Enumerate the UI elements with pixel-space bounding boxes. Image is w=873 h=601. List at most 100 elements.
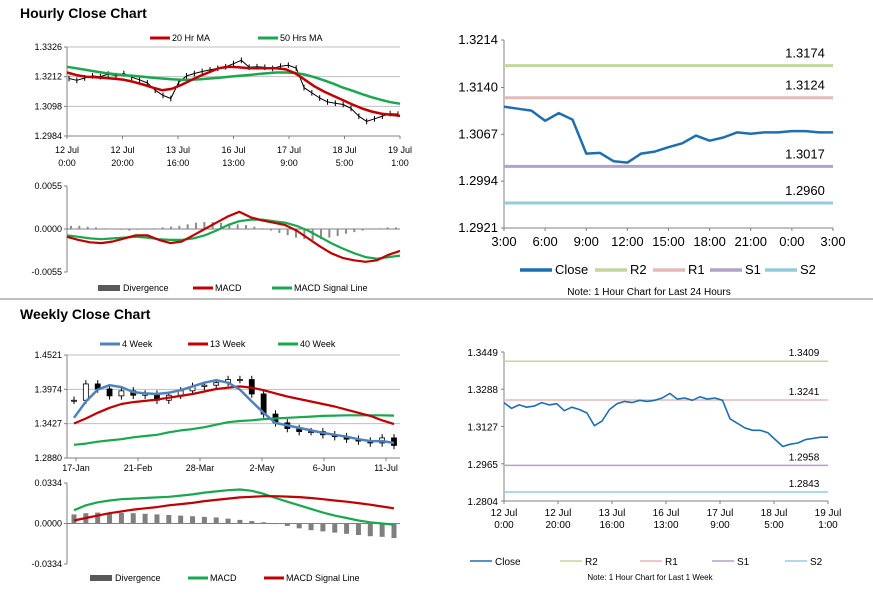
weekly-price-x-tick-label: 2-May xyxy=(249,463,275,473)
weekly-divergence-bar xyxy=(272,523,278,525)
hourly-divergence-bar xyxy=(395,227,397,229)
weekly-price-x-tick-label: 11-Jul xyxy=(374,463,398,473)
daily-x-tick-label: 12:00 xyxy=(611,234,644,249)
weekly-1w-s2-value: 1.2843 xyxy=(789,479,820,490)
legend-weekly-divergence-label: Divergence xyxy=(115,573,161,583)
hourly-divergence-bar xyxy=(236,224,239,229)
weekly-1w-r1-value: 1.3241 xyxy=(789,387,820,398)
weekly-1w-x-tick-time: 20:00 xyxy=(545,520,570,531)
weekly-price-x-tick-label: 21-Feb xyxy=(124,463,153,473)
weekly-candle-body xyxy=(71,399,77,402)
hourly-divergence-bar xyxy=(386,227,389,229)
legend-divergence-swatch xyxy=(98,285,120,291)
daily-legend-s2-label: S2 xyxy=(800,262,816,277)
hourly-divergence-bar xyxy=(311,229,314,240)
hourly-price-y-tick-label: 1.3212 xyxy=(34,72,62,82)
weekly-price-y-tick-label: 1.3427 xyxy=(34,419,62,429)
daily-legend-close-label: Close xyxy=(555,262,588,277)
hourly-divergence-bar xyxy=(136,229,139,230)
weekly-1w-note: Note: 1 Hour Chart for Last 1 Week xyxy=(587,573,713,582)
weekly-divergence-bar xyxy=(190,516,196,524)
weekly-divergence-bar xyxy=(308,523,314,531)
weekly-divergence-bar xyxy=(95,512,101,524)
legend-macd-label: MACD xyxy=(215,283,242,293)
weekly-divergence-bar xyxy=(166,515,172,524)
legend-13-week-label: 13 Week xyxy=(210,339,246,349)
weekly-1w-x-tick-date: 16 Jul xyxy=(653,508,680,519)
hourly-divergence-bar xyxy=(353,229,356,233)
weekly-divergence-bar xyxy=(355,523,361,536)
hourly-price-x-tick-time: 20:00 xyxy=(111,158,134,168)
hourly-close-line xyxy=(68,59,399,122)
weekly-price-y-tick-label: 1.2880 xyxy=(34,453,62,463)
hourly-divergence-bar xyxy=(361,229,364,231)
weekly-price-y-tick-label: 1.3974 xyxy=(34,384,62,394)
weekly-divergence-bar xyxy=(320,523,326,532)
daily-x-tick-label: 0:00 xyxy=(779,234,804,249)
weekly-1w-x-tick-time: 0:00 xyxy=(494,520,514,531)
hourly-divergence-bar xyxy=(345,229,347,234)
hourly-divergence-bar xyxy=(328,229,331,238)
weekly-1w-legend-r1-label: R1 xyxy=(665,557,678,568)
hourly-divergence-bar xyxy=(186,224,189,229)
hourly-price-x-tick-date: 18 Jul xyxy=(332,145,356,155)
daily-24h-chart: 1.3214 1.3140 1.3067 1.2994 1.2921 1.3174 1.31… xyxy=(458,32,845,298)
weekly-candle-body xyxy=(213,382,220,386)
weekly-1w-y-tick-label: 1.2804 xyxy=(467,497,498,508)
weekly-macd-chart: 0.0334 0.0000 -0.0334 Divergence MACD MACD Si… xyxy=(31,478,400,583)
weekly-divergence-bar xyxy=(379,523,385,537)
hourly-divergence-bar xyxy=(303,229,306,240)
weekly-1w-close-line xyxy=(503,392,828,448)
hourly-price-y-tick-label: 1.3098 xyxy=(34,101,62,111)
hourly-price-x-tick-date: 12 Jul xyxy=(55,145,79,155)
hourly-price-x-tick-time: 16:00 xyxy=(167,158,190,168)
weekly-price-x-tick-label: 28-Mar xyxy=(186,463,215,473)
hourly-divergence-bar xyxy=(120,229,122,230)
hourly-price-x-tick-time: 1:00 xyxy=(391,158,409,168)
weekly-divergence-bar xyxy=(237,519,243,524)
weekly-candle-body xyxy=(106,388,113,397)
weekly-1w-s1-value: 1.2958 xyxy=(789,452,820,463)
hourly-divergence-bar xyxy=(245,225,247,229)
weekly-1w-y-tick-label: 1.3288 xyxy=(467,385,498,396)
weekly-1w-y-tick-label: 1.3449 xyxy=(467,348,498,359)
weekly-divergence-bar xyxy=(178,515,184,524)
hourly-price-y-tick-label: 1.3326 xyxy=(34,42,62,52)
hourly-price-x-tick-date: 17 Jul xyxy=(277,145,301,155)
weekly-1w-x-tick-time: 13:00 xyxy=(653,520,678,531)
hourly-divergence-bar xyxy=(295,229,297,238)
weekly-divergence-bar xyxy=(261,522,267,524)
weekly-1w-x-tick-date: 12 Jul xyxy=(491,508,518,519)
weekly-1w-r2-value: 1.3409 xyxy=(789,348,820,359)
daily-x-tick-label: 3:00 xyxy=(491,234,516,249)
weekly-1w-x-tick-time: 9:00 xyxy=(710,520,730,531)
legend-20hr-ma-label: 20 Hr MA xyxy=(172,33,210,43)
hourly-price-x-tick-time: 5:00 xyxy=(336,158,354,168)
daily-legend-s1-label: S1 xyxy=(745,262,761,277)
weekly-divergence-bar xyxy=(154,514,160,524)
hourly-divergence-bar xyxy=(228,223,231,229)
daily-r2-value: 1.3174 xyxy=(785,46,825,61)
weekly-1w-legend-r2-label: R2 xyxy=(585,557,598,568)
hourly-price-chart: 1.3326 1.3212 1.3098 1.2984 12 Jul 0:00 12 Jul… xyxy=(34,33,412,168)
weekly-divergence-bar xyxy=(107,512,113,524)
daily-close-line xyxy=(503,105,833,164)
hourly-price-x-tick-date: 12 Jul xyxy=(110,145,134,155)
weekly-divergence-bar xyxy=(284,523,290,526)
weekly-candle-body xyxy=(82,383,89,401)
hourly-ma50-line xyxy=(66,65,401,105)
daily-y-tick-label: 1.3140 xyxy=(458,79,498,94)
hourly-divergence-bar xyxy=(78,225,81,229)
daily-x-tick-label: 21:00 xyxy=(734,234,767,249)
weekly-macd-y-tick-label: -0.0334 xyxy=(31,559,62,569)
hourly-divergence-bar xyxy=(220,222,222,229)
weekly-1w-legend-s1-label: S1 xyxy=(737,557,750,568)
weekly-macd-y-tick-label: 0.0334 xyxy=(34,478,62,488)
daily-y-tick-label: 1.3214 xyxy=(458,32,498,47)
hourly-macd-signal-line xyxy=(66,218,401,260)
weekly-1w-x-tick-time: 1:00 xyxy=(818,520,838,531)
weekly-price-x-tick-label: 6-Jun xyxy=(313,463,336,473)
hourly-ma20-line xyxy=(66,65,401,117)
legend-weekly-divergence-swatch xyxy=(90,575,112,581)
